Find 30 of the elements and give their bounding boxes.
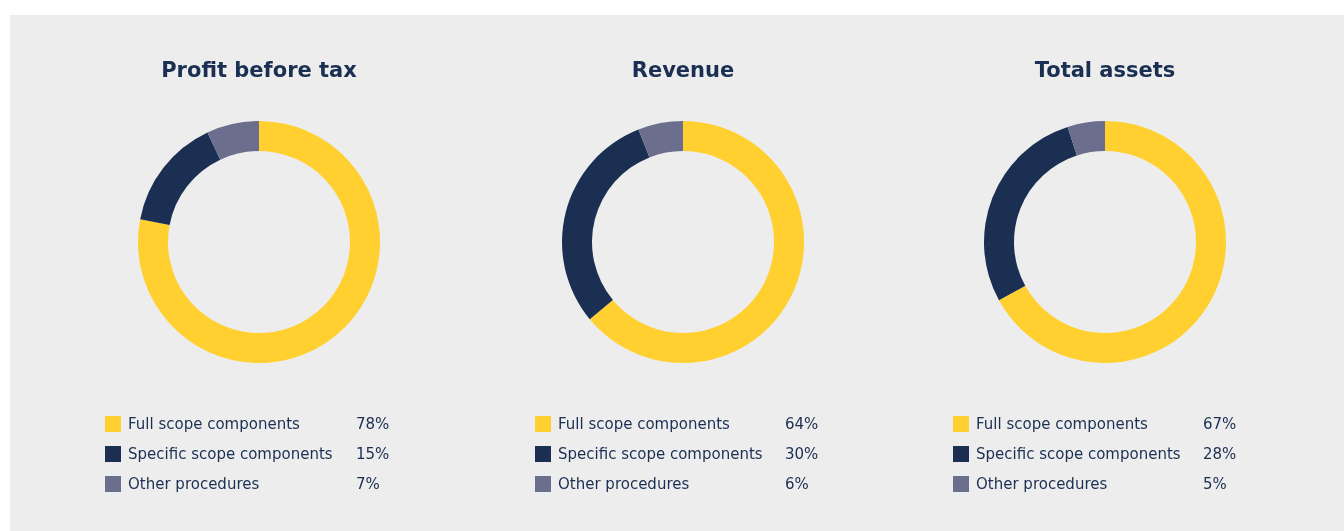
data-label: 78% [356,415,390,433]
data-label: 28% [1203,445,1237,463]
donut-slice [589,121,804,363]
legend-label: Other procedures [976,475,1108,493]
data-label: 30% [785,445,819,463]
donut-slice [207,121,259,160]
donut-slice [1067,121,1105,156]
legend-label: Other procedures [128,475,260,493]
chart-title: Total assets [1034,58,1176,82]
data-label: 6% [785,475,809,493]
donut-slice [140,132,221,225]
donut-slice [998,121,1226,363]
chart-title: Revenue [631,58,735,82]
legend-label: Specific scope components [558,445,763,463]
legend-label: Specific scope components [128,445,333,463]
chart-title: Profit before tax [161,58,358,82]
legend-label: Full scope components [976,415,1149,433]
donut-slice [562,129,650,320]
data-label: 7% [356,475,380,493]
legend-label: Full scope components [558,415,731,433]
data-label: 67% [1203,415,1237,433]
legend-label: Other procedures [558,475,690,493]
data-label: 15% [356,445,390,463]
data-label: 64% [785,415,819,433]
donut-slice [638,121,683,158]
legend-label: Specific scope components [976,445,1181,463]
donut-slice [984,126,1077,301]
data-label: 5% [1203,475,1227,493]
donut-slice [138,121,380,363]
legend-label: Full scope components [128,415,301,433]
